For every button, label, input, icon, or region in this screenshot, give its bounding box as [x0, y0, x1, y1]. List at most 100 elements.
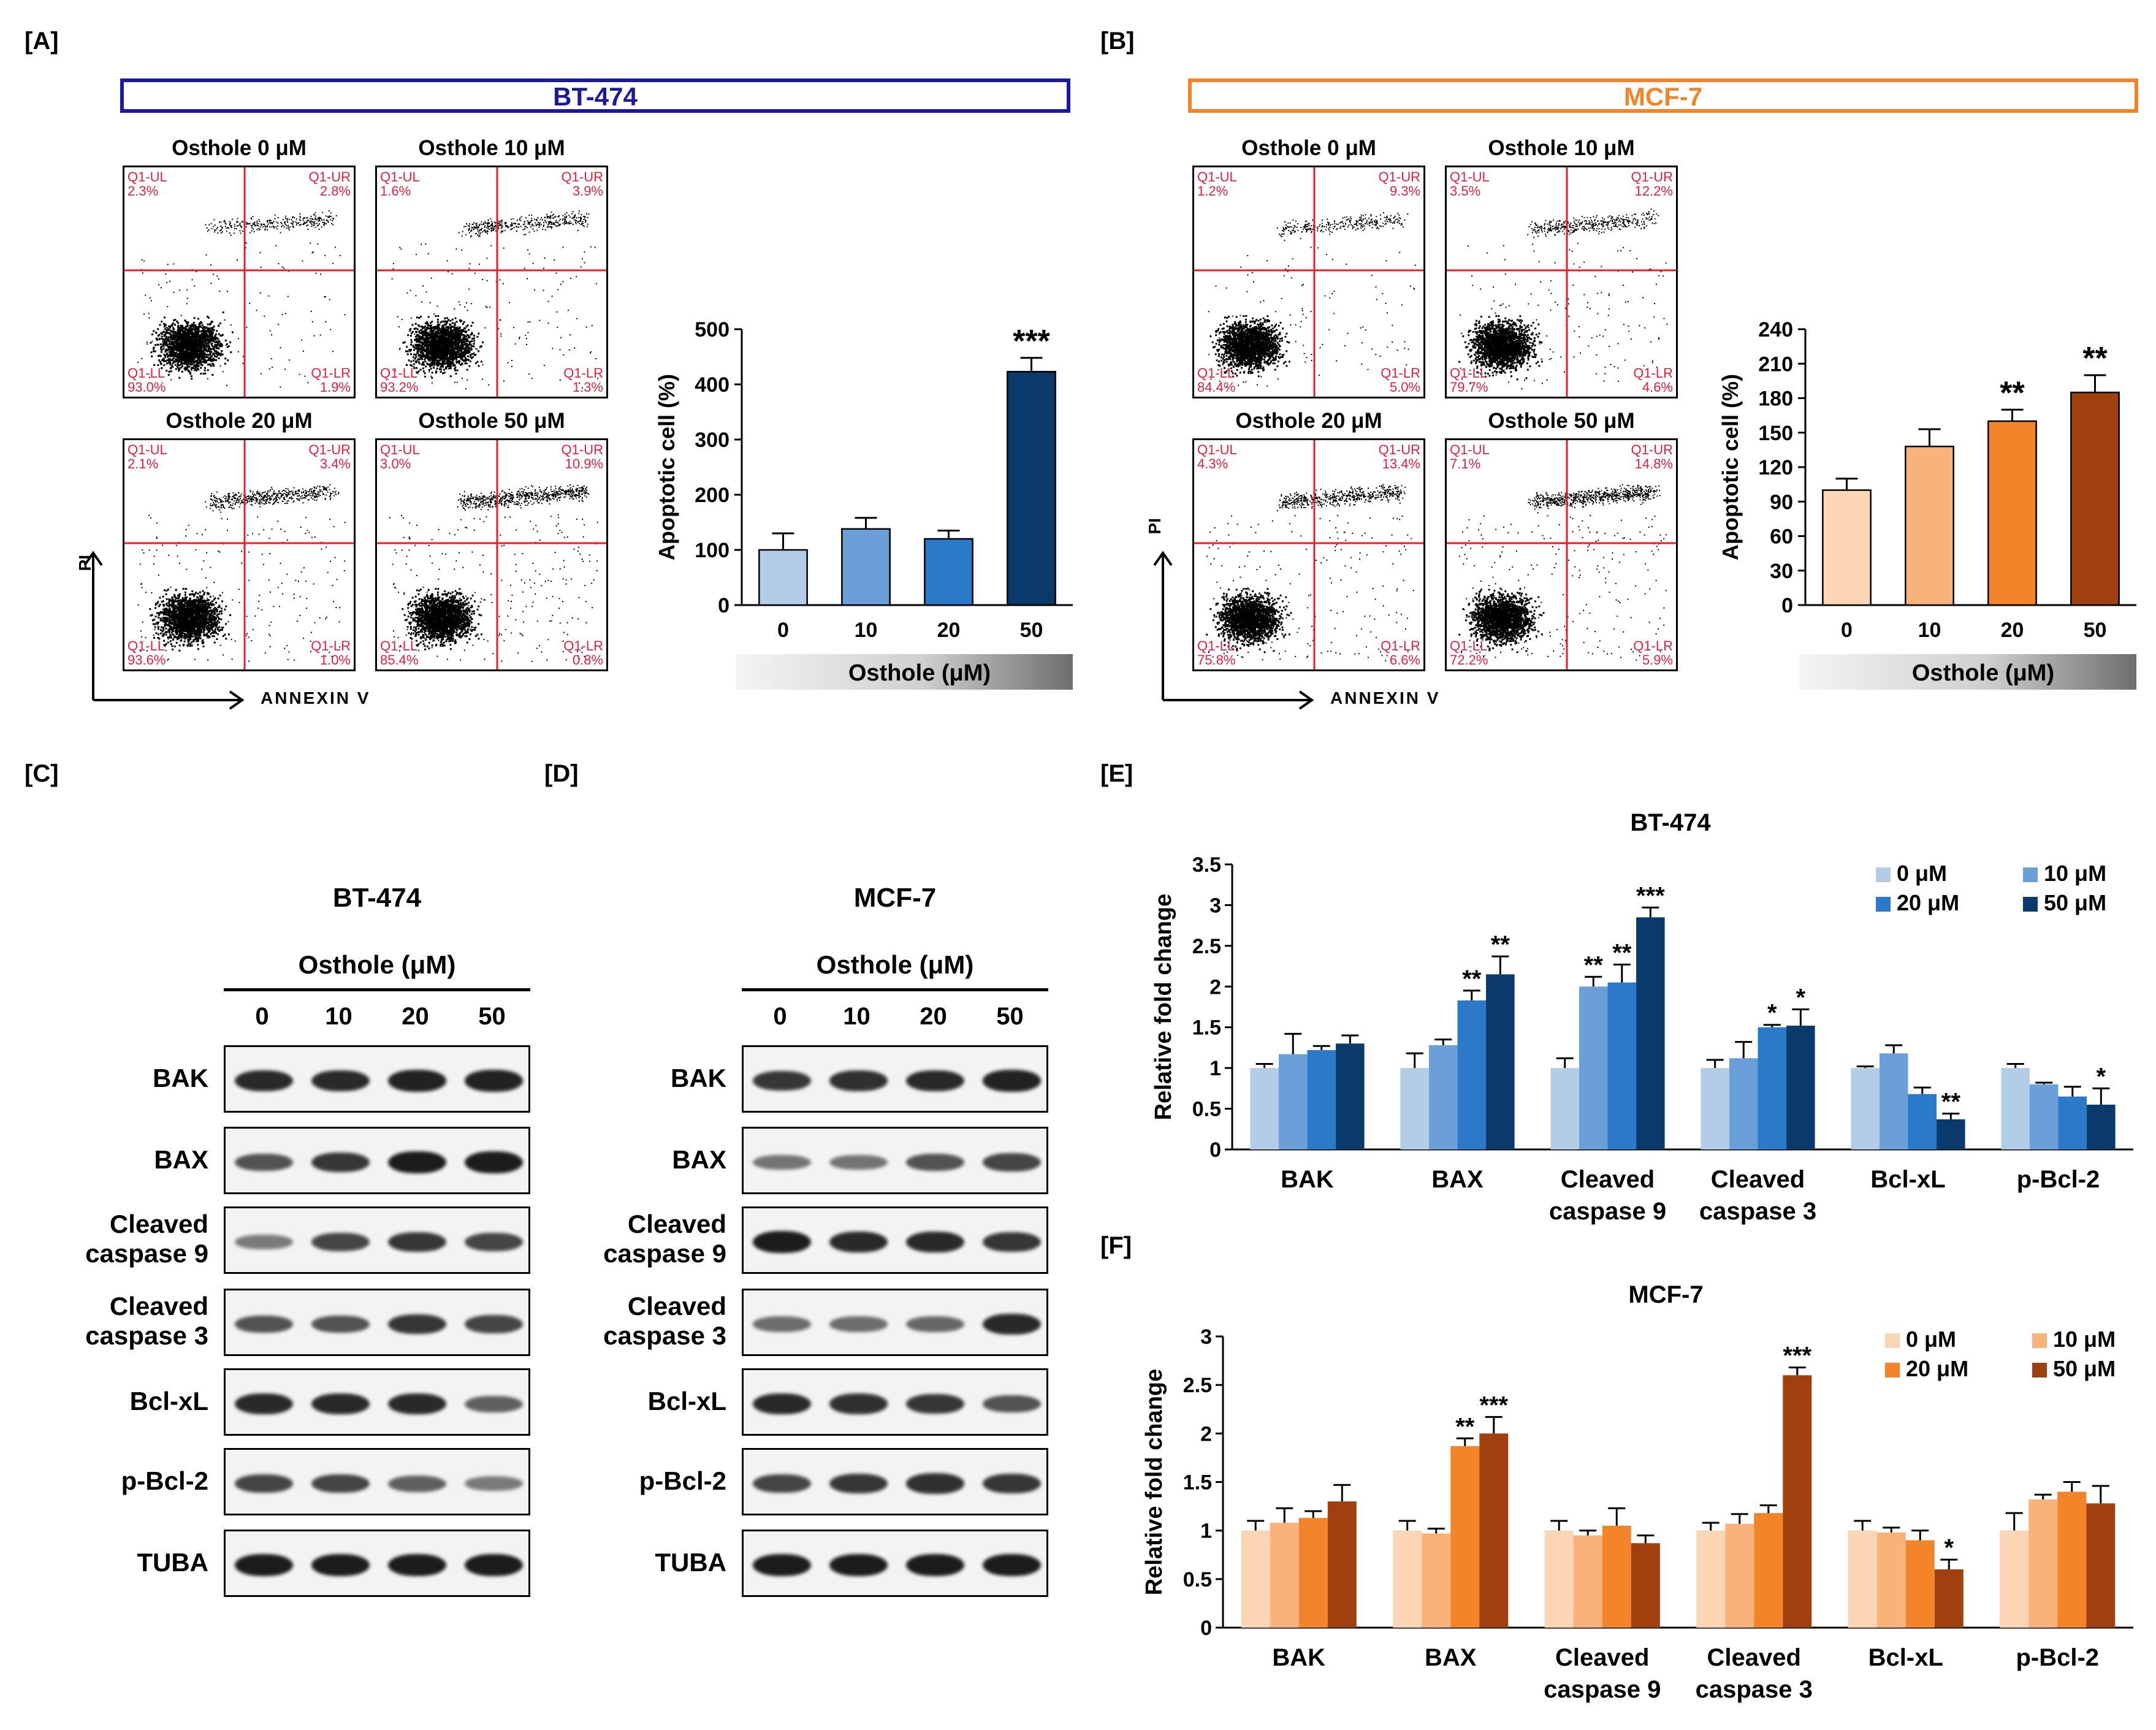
- bar: [1336, 1043, 1365, 1149]
- apoptosis-bar-chart-bt474: 0 100 200 300 400 500 Apoptotic cell (%) 0 10 20 *…: [654, 318, 1073, 690]
- legend-label: 10 μM: [2044, 861, 2106, 886]
- x-tick-label: 20: [937, 619, 961, 642]
- bar: [2001, 1068, 2030, 1149]
- y-tick-label: 0.5: [1192, 1098, 1221, 1121]
- mcf7-wb-band: [829, 1316, 888, 1332]
- y-tick-label: 30: [1770, 560, 1793, 583]
- mcf7-wb-band: [829, 1231, 888, 1253]
- x-tick-label: caspase 9: [1549, 1198, 1666, 1225]
- bar: [1879, 1053, 1908, 1149]
- bt474-wb-band: [465, 1151, 523, 1173]
- bt474-wb-band: [235, 1070, 293, 1092]
- y-tick-label: 100: [695, 539, 729, 562]
- bar: [1851, 1068, 1880, 1149]
- bt474-wb-dose-1: 10: [325, 1003, 352, 1030]
- dose-gradient-band: [736, 654, 1073, 690]
- bar: [1783, 1375, 1812, 1628]
- mcf7-flow-quadrant-lr-1: Q1-LR 4.6%: [1633, 365, 1673, 395]
- bt474-flow-quadrant-lr-0: Q1-LR 1.9%: [311, 365, 351, 395]
- bt474-wb-band: [311, 1393, 370, 1415]
- y-tick-label: 0: [718, 594, 729, 617]
- bt474-wb-blot-2: [224, 1206, 530, 1274]
- significance-marker: **: [2082, 341, 2108, 376]
- mcf7-wb-band: [829, 1393, 888, 1414]
- legend-swatch: [2032, 1333, 2047, 1348]
- significance-marker: **: [1491, 931, 1510, 958]
- significance-marker: *: [1944, 1534, 1954, 1561]
- mcf7-wb-blot-4: [742, 1368, 1048, 1436]
- panel-label-d: [D]: [544, 760, 579, 787]
- bt474-wb-band: [388, 1070, 446, 1092]
- bt474-wb-dose-3: 50: [478, 1003, 506, 1030]
- mcf7-flow-plot-0: Q1-UL 1.2% Q1-UR 9.3% Q1-LL 84.4% Q1-LR 5.0…: [1192, 166, 1425, 398]
- bar: [2057, 1492, 2087, 1628]
- x-tick-label: 20: [2001, 619, 2024, 642]
- bar: [1270, 1523, 1299, 1628]
- x-tick-label: BAX: [1425, 1644, 1477, 1671]
- bt474-wb-band: [235, 1153, 293, 1172]
- bt474-flow-events-2: [137, 484, 346, 662]
- bt474-flow-scatter-2: [124, 440, 354, 669]
- x-tick-label: caspase 9: [1544, 1676, 1661, 1703]
- y-tick-label: 2.5: [1183, 1374, 1212, 1397]
- bt474-flow-plot-2: Q1-UL 2.1% Q1-UR 3.4% Q1-LL 93.6% Q1-LR 1.0…: [123, 438, 356, 671]
- mcf7-wb-band: [906, 1473, 964, 1494]
- bt474-wb-band: [388, 1393, 446, 1415]
- bt474-flow-quadrant-lr-2: Q1-LR 1.0%: [311, 638, 351, 668]
- bar: [1934, 1569, 1964, 1628]
- mcf7-wb-band: [983, 1232, 1041, 1252]
- bt474-flow-quadrant-ul-2: Q1-UL 2.1%: [128, 442, 167, 471]
- bt474-flow-events-0: [137, 210, 346, 388]
- y-tick-label: 0: [1209, 1138, 1221, 1162]
- x-axis-title: Osthole (μM): [1912, 660, 2054, 686]
- bt474-wb-band: [388, 1232, 446, 1252]
- mcf7-flow-scatter-0: [1194, 167, 1423, 397]
- bt474-wb-band: [235, 1554, 293, 1576]
- bt474-flow-quadrant-ul-3: Q1-UL 3.0%: [380, 442, 420, 471]
- x-tick-label: 0: [1841, 619, 1853, 642]
- y-tick-label: 240: [1758, 318, 1793, 341]
- bt474-flow-title-3: Osthole 50 μM: [418, 409, 565, 433]
- significance-marker: ***: [1013, 324, 1050, 359]
- axis-label-pi-mcf7: PI: [1145, 518, 1164, 535]
- x-tick-label: BAK: [1272, 1644, 1325, 1671]
- fold-change-chart-mcf7: MCF-7 0 0.5 1 1.5 2 2.5 3 Relative fold change BA…: [1141, 1281, 2133, 1703]
- mcf7-wb-band: [906, 1316, 964, 1333]
- bt474-wb-band: [388, 1151, 446, 1173]
- y-tick-label: 120: [1758, 456, 1793, 479]
- mcf7-wb-band: [829, 1473, 888, 1494]
- legend-swatch: [1885, 1363, 1900, 1378]
- bar: [1428, 1045, 1458, 1149]
- bar: [924, 538, 973, 606]
- bt474-wb-protein-2: Cleaved caspase 9: [85, 1210, 208, 1268]
- bt474-wb-band: [311, 1232, 370, 1252]
- chart-title: BT-474: [1630, 809, 1711, 836]
- mcf7-flow-quadrant-ur-0: Q1-UR 9.3%: [1378, 169, 1420, 199]
- bt474-flow-title-1: Osthole 10 μM: [418, 136, 565, 160]
- bar: [1987, 420, 2037, 606]
- mcf7-flow-scatter-2: [1194, 440, 1423, 669]
- mcf7-flow-quadrant-ul-2: Q1-UL 4.3%: [1197, 442, 1237, 471]
- significance-marker: **: [2000, 375, 2025, 411]
- x-tick-label: Cleaved: [1707, 1644, 1801, 1671]
- mcf7-wb-band: [983, 1395, 1041, 1413]
- fold-change-chart-bt474: BT-474 0 0.5 1 1.5 2 2.5 3 3.5 Relative fold chan…: [1151, 809, 2133, 1225]
- mcf7-flow-events-3: [1458, 484, 1667, 661]
- bar: [2029, 1084, 2059, 1149]
- bar: [1307, 1050, 1336, 1149]
- x-tick-label: Bcl-xL: [1870, 1166, 1945, 1193]
- x-tick-label: 10: [855, 619, 878, 642]
- bt474-wb-band: [388, 1554, 446, 1576]
- bar: [1550, 1068, 1579, 1149]
- mcf7-flow-quadrant-ur-2: Q1-UR 13.4%: [1378, 442, 1420, 471]
- bar: [2070, 391, 2120, 606]
- bt474-flow-quadrant-ur-1: Q1-UR 3.9%: [561, 169, 603, 199]
- bt474-flow-scatter-1: [377, 167, 606, 397]
- x-tick-label: 10: [1918, 619, 1941, 642]
- bt474-wb-band: [465, 1232, 523, 1252]
- mcf7-flow-events-0: [1208, 212, 1416, 387]
- mcf7-wb-protein-3: Cleaved caspase 3: [603, 1292, 726, 1350]
- mcf7-wb-band: [829, 1070, 888, 1091]
- bt474-wb-band: [388, 1314, 446, 1335]
- bt474-flow-quadrant-ll-1: Q1-LL 93.2%: [380, 365, 419, 395]
